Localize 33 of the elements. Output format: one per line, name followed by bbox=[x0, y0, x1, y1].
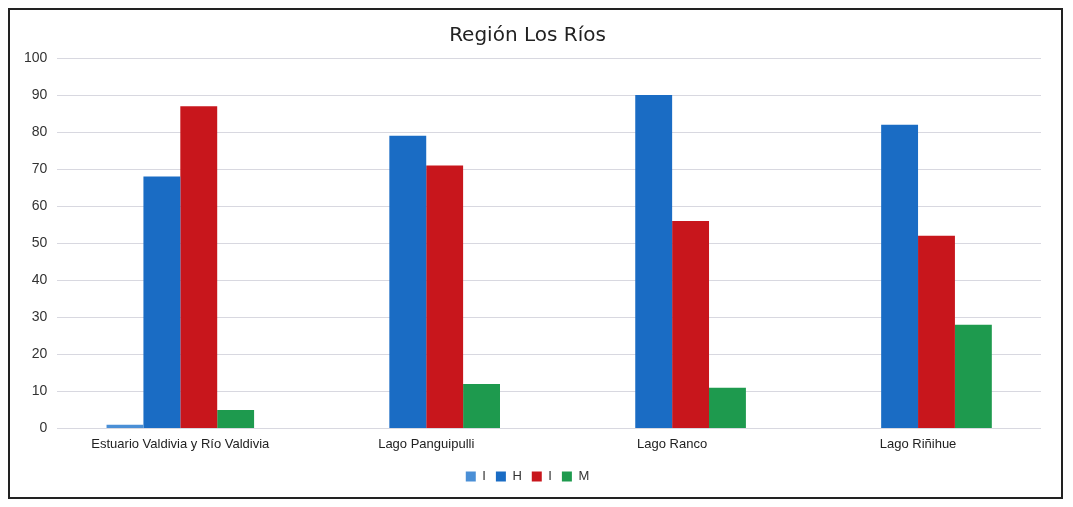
bar bbox=[426, 165, 464, 428]
y-tick-label: 80 bbox=[31, 122, 48, 139]
x-tick-label: Lago Ranco bbox=[637, 435, 708, 451]
bar bbox=[709, 387, 746, 428]
y-tick-label: 50 bbox=[31, 234, 48, 251]
x-tick-label: Lago Riñihue bbox=[879, 435, 957, 451]
legend-label: M bbox=[578, 468, 590, 484]
bar bbox=[463, 383, 500, 428]
chart-title: Región Los Ríos bbox=[449, 22, 606, 47]
bar bbox=[143, 176, 181, 428]
y-tick-label: 30 bbox=[31, 308, 48, 325]
y-tick-label: 40 bbox=[31, 271, 48, 288]
y-tick-label: 100 bbox=[24, 48, 48, 65]
bar bbox=[918, 235, 955, 428]
bar bbox=[217, 409, 255, 428]
legend-label: I bbox=[482, 468, 486, 484]
y-tick-label: 60 bbox=[31, 197, 48, 214]
y-tick-label: 70 bbox=[31, 159, 48, 176]
x-tick-label: Estuario Valdivia y Río Valdivia bbox=[91, 435, 271, 451]
y-tick-label: 20 bbox=[31, 345, 48, 362]
bar bbox=[180, 106, 218, 428]
y-tick-label: 90 bbox=[31, 85, 48, 102]
bar bbox=[106, 424, 144, 428]
y-tick-label: 0 bbox=[39, 419, 48, 436]
bar bbox=[881, 124, 919, 428]
bar bbox=[389, 135, 427, 428]
legend-label: I bbox=[548, 468, 552, 484]
bar bbox=[954, 324, 992, 428]
bar bbox=[672, 220, 710, 428]
x-tick-label: Lago Panguipulli bbox=[378, 435, 475, 451]
y-tick-label: 10 bbox=[31, 382, 48, 399]
bar bbox=[635, 95, 673, 428]
legend-label: H bbox=[512, 468, 522, 484]
